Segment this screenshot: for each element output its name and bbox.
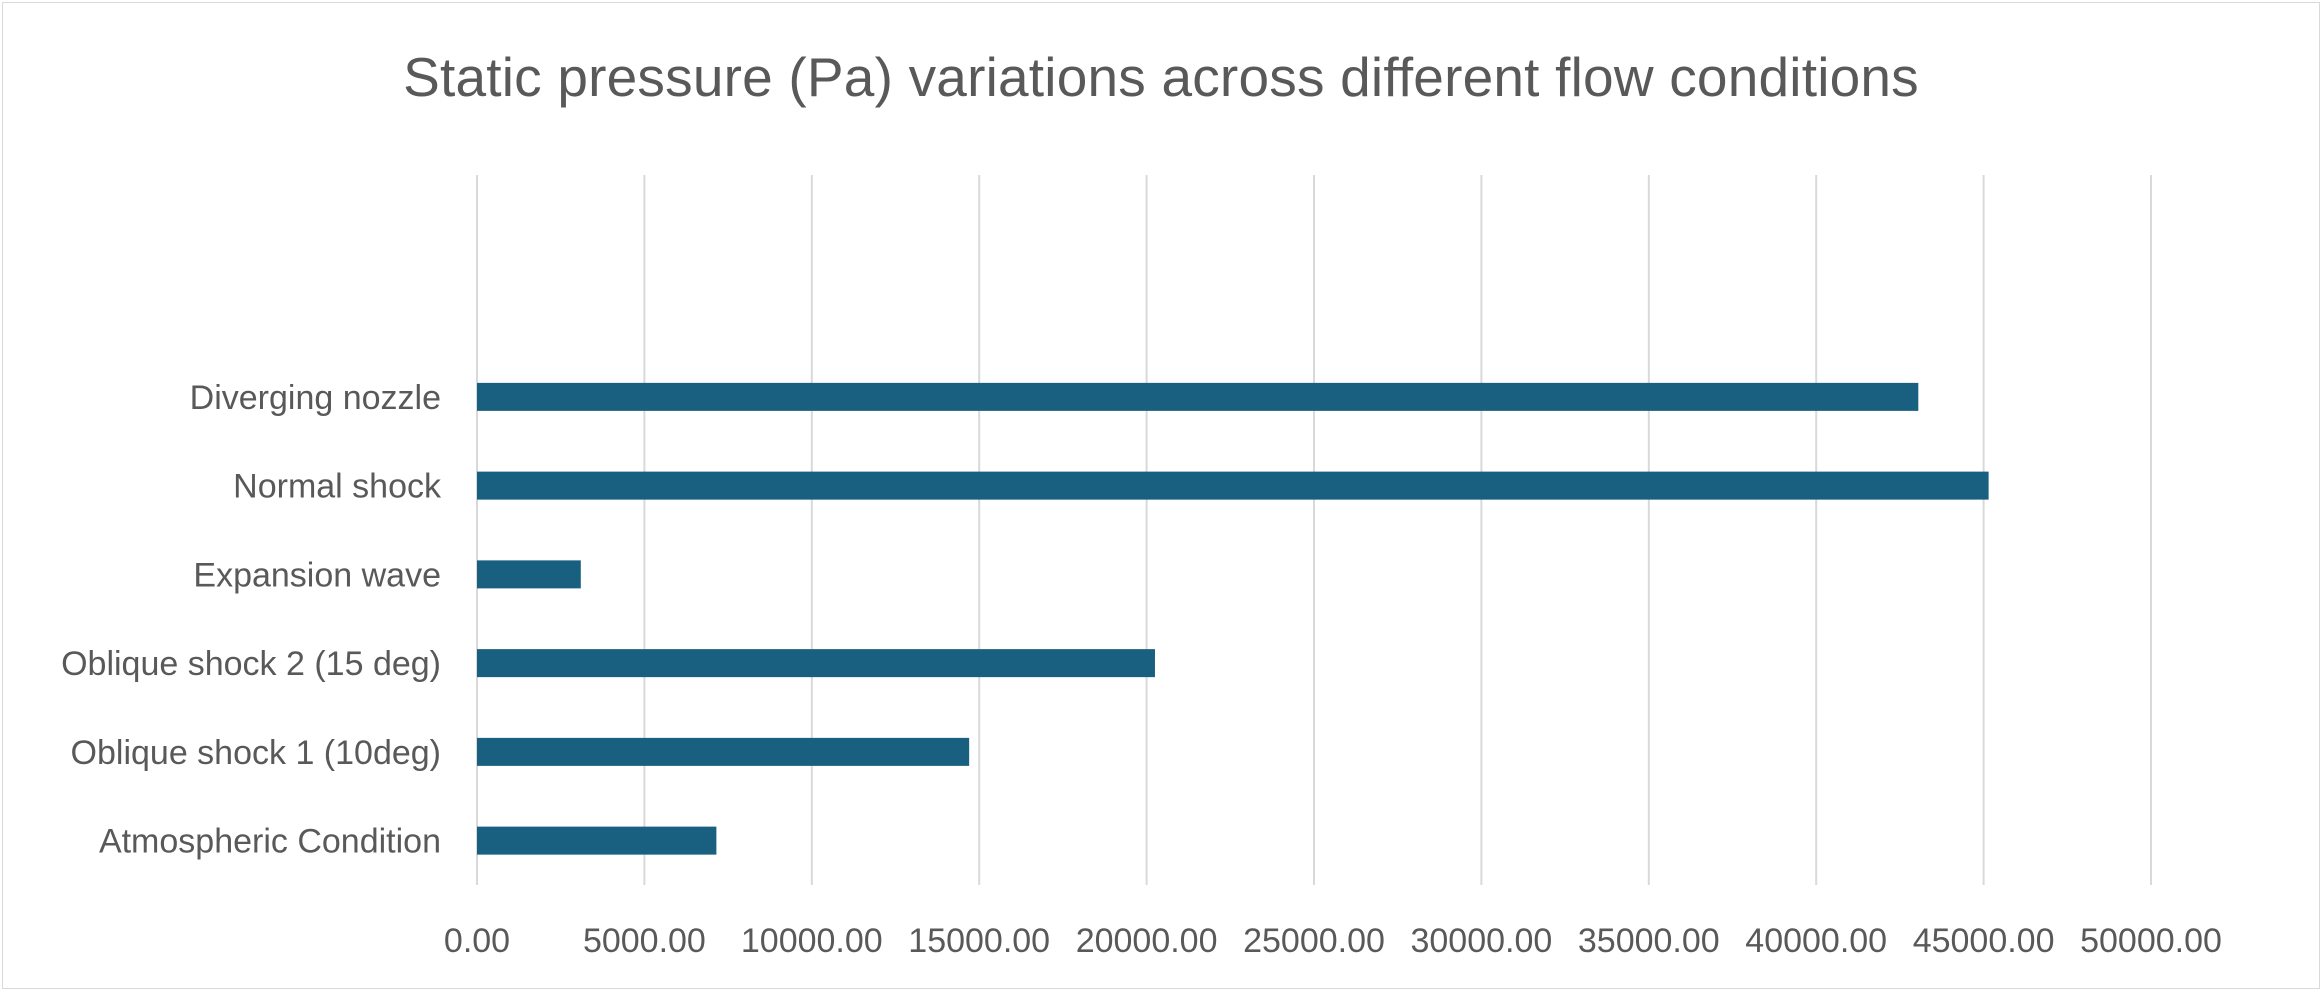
y-category-label: Expansion wave [193,556,441,594]
bar-chart: 0.00 5000.00 10000.00 15000.00 20000.00 25000… [61,175,2222,960]
y-category-label: Oblique shock 2 (15 deg) [61,645,441,683]
chart-title: Static pressure (Pa) variations across d… [403,46,1919,108]
x-tick-label: 20000.00 [1076,922,1218,960]
x-tick-label: 35000.00 [1578,922,1720,960]
bar [477,382,1919,411]
x-tick-label: 5000.00 [583,922,706,960]
x-tick-label: 40000.00 [1745,922,1887,960]
bar [477,560,581,589]
grid-layer [476,175,2152,885]
y-category-label: Atmospheric Condition [99,823,441,861]
bar [477,826,717,855]
x-tick-label: 0.00 [444,922,510,960]
bar [477,649,1155,678]
x-tick-label: 25000.00 [1243,922,1385,960]
y-category-label: Oblique shock 1 (10deg) [71,734,441,772]
y-category-label: Diverging nozzle [190,379,441,417]
bar [477,471,1989,500]
bar [477,737,970,766]
bar-layer [477,382,1989,855]
x-tick-label: 45000.00 [1913,922,2055,960]
x-tick-label: 10000.00 [741,922,883,960]
x-tick-label: 15000.00 [908,922,1050,960]
x-axis-tick-labels: 0.00 5000.00 10000.00 15000.00 20000.00 25000… [444,922,2222,960]
y-axis-category-labels: Atmospheric Condition Oblique shock 1 (10… [61,379,442,861]
x-tick-label: 30000.00 [1410,922,1552,960]
x-tick-label: 50000.00 [2080,922,2222,960]
y-category-label: Normal shock [233,468,442,506]
